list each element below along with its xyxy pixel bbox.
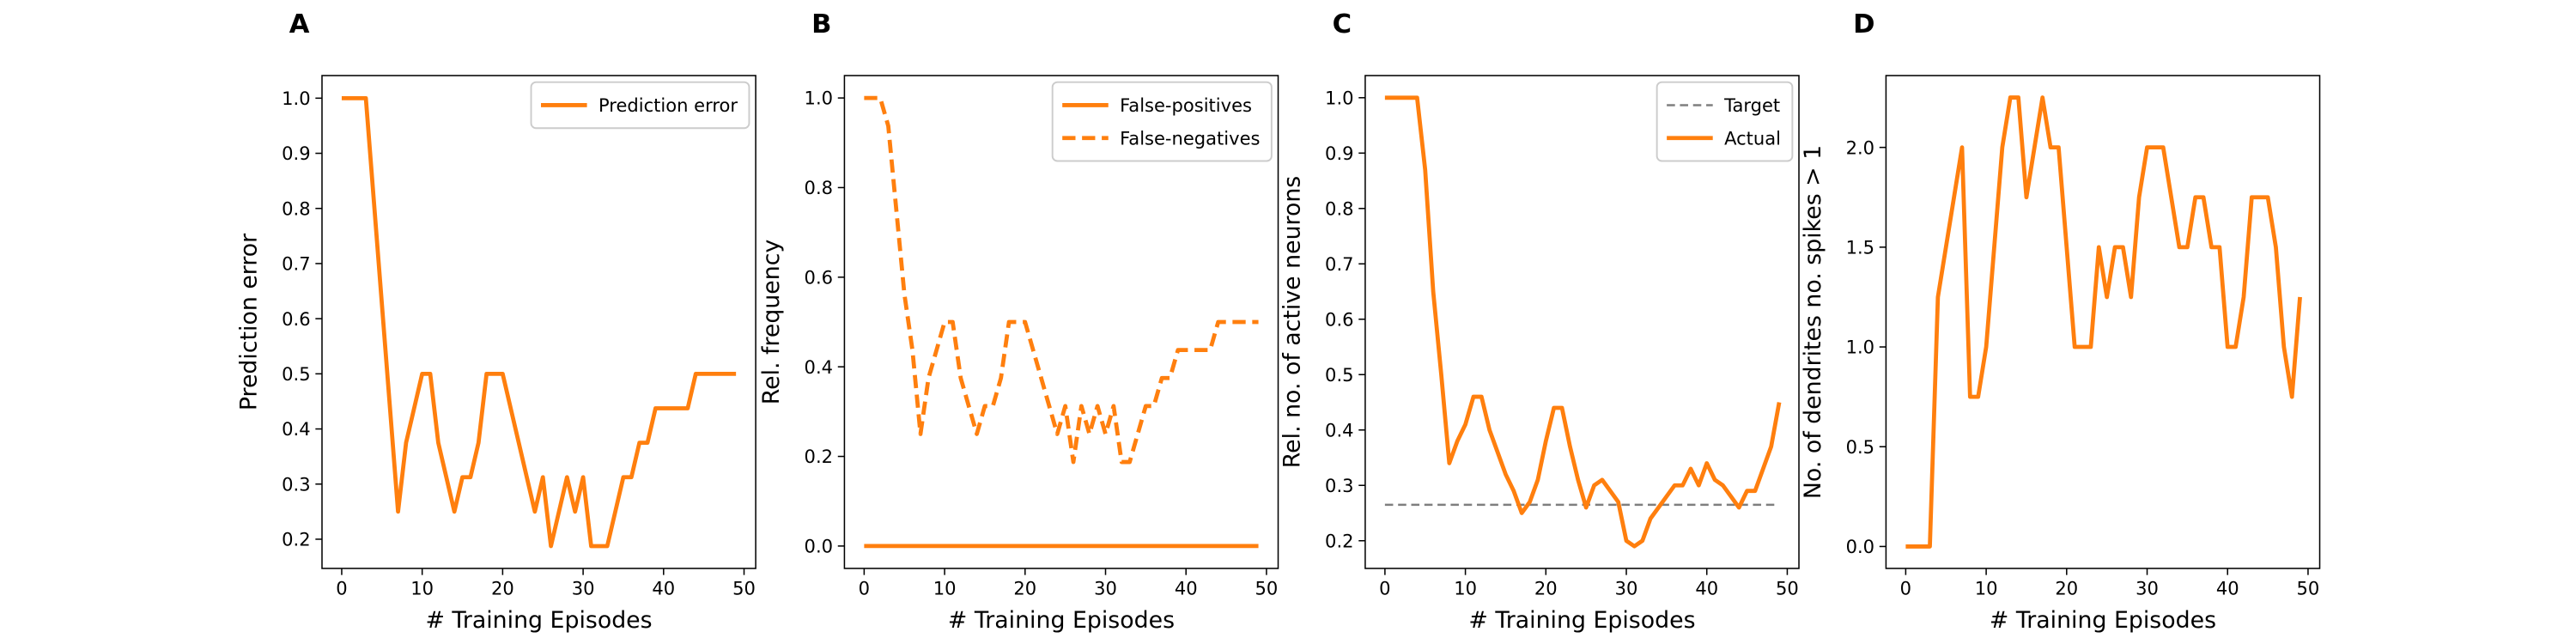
x-axis-label: # Training Episodes: [948, 607, 1175, 634]
axes-frame: [843, 75, 1279, 569]
legend-label: Target: [1723, 94, 1780, 116]
axes-frame: [1364, 75, 1800, 569]
x-tick-label: 40: [1695, 578, 1718, 599]
y-tick-label: 0.8: [282, 197, 310, 219]
panel: C 0 10 20 30 40 50 0.2 0.3 0.4 0.5 0.6 0.7 0.8 0.9 1.0 #…: [1279, 9, 1800, 634]
y-tick-label: 1.0: [1846, 337, 1874, 358]
legend-label: Actual: [1724, 127, 1781, 149]
x-tick-label: 0: [859, 578, 870, 599]
panel: A 0 10 20 30 40 50 0.2 0.3 0.4 0.5 0.6 0.7 0.8 0.9 1.0 #…: [235, 9, 756, 634]
legend-label: False-negatives: [1120, 127, 1260, 149]
x-tick-label: 50: [732, 578, 756, 599]
x-tick-label: 20: [491, 578, 514, 599]
x-tick-label: 0: [1379, 578, 1390, 599]
y-tick-label: 0.5: [1325, 364, 1353, 386]
series-line: [1905, 95, 2302, 549]
y-tick-label: 0.3: [282, 473, 310, 495]
x-tick-label: 10: [933, 578, 957, 599]
legend-label: False-positives: [1120, 94, 1252, 116]
legend-box: [1656, 81, 1794, 162]
y-tick-label: 0.6: [282, 308, 310, 330]
panel-label: D: [1853, 9, 1874, 39]
legend-label: Prediction error: [598, 94, 738, 116]
y-tick-label: 0.4: [282, 418, 310, 440]
x-axis-label: # Training Episodes: [425, 607, 652, 634]
x-axis-label: # Training Episodes: [1468, 607, 1695, 634]
axes-frame: [1885, 75, 2321, 569]
y-tick-label: 0.7: [282, 253, 310, 275]
y-tick-label: 0.0: [805, 536, 833, 557]
y-tick-label: 0.5: [1846, 436, 1874, 458]
y-tick-label: 0.4: [1325, 419, 1353, 440]
y-tick-label: 0.2: [1325, 530, 1353, 551]
y-tick-label: 0.6: [1325, 308, 1353, 330]
panel-label: B: [811, 9, 831, 39]
y-axis-label: Rel. frequency: [758, 240, 785, 405]
x-tick-label: 50: [2297, 578, 2320, 599]
legend: False-positives False-negatives: [1051, 81, 1273, 162]
x-tick-label: 0: [336, 578, 347, 599]
series-line: [341, 95, 737, 549]
x-tick-label: 10: [1454, 578, 1477, 599]
axes-frame: [321, 75, 756, 569]
y-tick-label: 1.0: [1325, 87, 1353, 108]
x-axis-label: # Training Episodes: [1990, 607, 2216, 634]
y-tick-label: 0.9: [1325, 143, 1353, 164]
y-axis-label: Prediction error: [235, 234, 262, 410]
x-tick-label: 20: [2055, 578, 2078, 599]
y-tick-label: 0.2: [805, 446, 833, 467]
panel-label: A: [289, 9, 310, 39]
y-tick-label: 0.4: [805, 356, 833, 378]
x-tick-label: 20: [1013, 578, 1036, 599]
x-tick-label: 20: [1534, 578, 1558, 599]
x-tick-label: 50: [1776, 578, 1799, 599]
y-axis-label: No. of dendrites no. spikes > 1: [1800, 145, 1826, 499]
y-tick-label: 0.7: [1325, 253, 1353, 275]
y-tick-label: 0.3: [1325, 475, 1353, 496]
y-tick-label: 1.5: [1846, 237, 1874, 258]
y-axis-label: Rel. no. of active neurons: [1279, 176, 1305, 468]
series-line: [1384, 95, 1782, 549]
x-tick-label: 10: [1975, 578, 1998, 599]
x-tick-label: 30: [2136, 578, 2159, 599]
y-tick-label: 0.6: [805, 266, 833, 288]
series-line: [864, 95, 1259, 465]
legend-box: [530, 81, 750, 130]
x-tick-label: 30: [1615, 578, 1638, 599]
y-tick-label: 1.0: [282, 88, 310, 109]
y-tick-label: 0.5: [282, 363, 310, 385]
x-tick-label: 50: [1255, 578, 1279, 599]
x-tick-label: 30: [572, 578, 595, 599]
y-tick-label: 1.0: [805, 88, 833, 109]
legend: Prediction error: [530, 81, 750, 130]
x-tick-label: 40: [1175, 578, 1198, 599]
x-tick-label: 10: [410, 578, 434, 599]
y-tick-label: 0.9: [282, 143, 310, 164]
y-tick-label: 0.2: [282, 529, 310, 550]
y-tick-label: 0.0: [1846, 536, 1874, 557]
panel: D 0 10 20 30 40 50 0.0 0.5 1.0 1.5 2.0 # Training Ep…: [1800, 9, 2321, 634]
y-tick-label: 0.8: [1325, 197, 1353, 219]
panel: B 0 10 20 30 40 50 0.0 0.2 0.4 0.6 0.8 1.0 # Training…: [758, 9, 1279, 634]
x-tick-label: 0: [1900, 578, 1911, 599]
panel-label: C: [1333, 9, 1352, 39]
y-tick-label: 0.8: [805, 177, 833, 198]
legend: Target Actual: [1656, 81, 1794, 162]
x-tick-label: 30: [1094, 578, 1117, 599]
x-tick-label: 40: [2216, 578, 2239, 599]
x-tick-label: 40: [652, 578, 675, 599]
legend-box: [1051, 81, 1273, 162]
y-tick-label: 2.0: [1846, 137, 1874, 158]
